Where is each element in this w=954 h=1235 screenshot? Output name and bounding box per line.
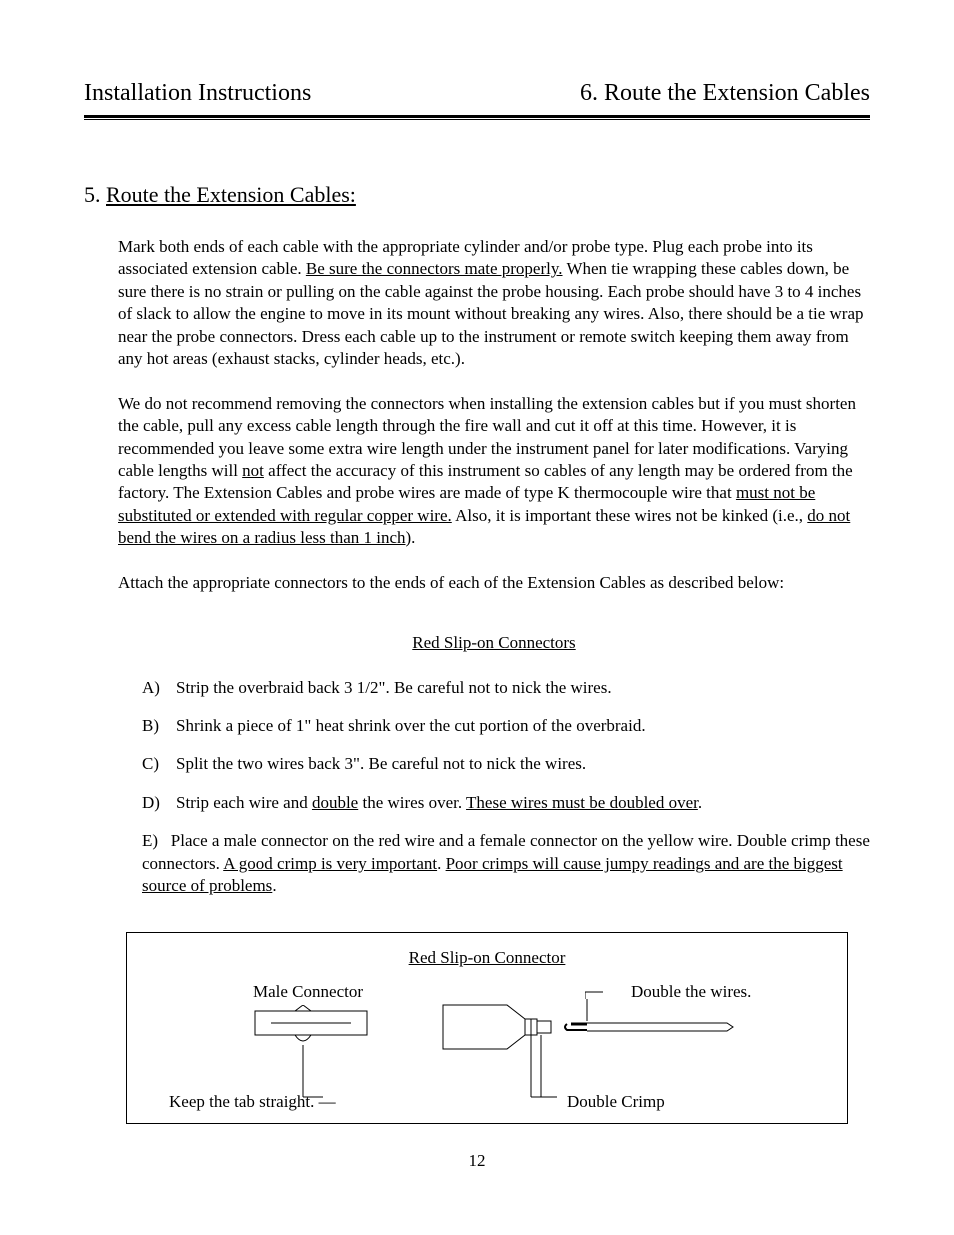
connector-figure: Red Slip-on Connector Male Connector Kee… <box>126 932 848 1124</box>
p2-t4: ). <box>406 528 416 547</box>
figure-title: Red Slip-on Connector <box>127 947 847 969</box>
male-connector-icon <box>247 1005 407 1105</box>
li-b-letter: B) <box>142 715 176 737</box>
list-item-b: B) Shrink a piece of 1" heat shrink over… <box>142 715 870 737</box>
p2-u1: not <box>242 461 264 480</box>
paragraph-3: Attach the appropriate connectors to the… <box>118 572 870 594</box>
list-item-a: A) Strip the overbraid back 3 1/2". Be c… <box>142 677 870 699</box>
li-d-t2: the wires over. <box>358 793 466 812</box>
section-number: 5. <box>84 182 101 207</box>
paragraph-1: Mark both ends of each cable with the ap… <box>118 236 870 371</box>
instruction-list: A) Strip the overbraid back 3 1/2". Be c… <box>142 677 870 898</box>
li-d-u1: double <box>312 793 358 812</box>
female-connector-icon <box>437 999 757 1109</box>
connector-subheading: Red Slip-on Connectors <box>118 632 870 654</box>
leader-line-icon <box>585 985 609 999</box>
header-right: 6. Route the Extension Cables <box>580 80 870 107</box>
list-item-d: D) Strip each wire and double the wires … <box>142 792 870 814</box>
li-c-text: Split the two wires back 3". Be careful … <box>176 753 870 775</box>
li-e-t3: . <box>272 876 276 895</box>
section-title-text: Route the Extension Cables: <box>106 182 356 207</box>
li-d-t3: . <box>698 793 702 812</box>
li-d-text: Strip each wire and double the wires ove… <box>176 792 870 814</box>
body-block: Mark both ends of each cable with the ap… <box>118 236 870 1124</box>
document-page: Installation Instructions 6. Route the E… <box>0 0 954 1235</box>
subhead-text: Red Slip-on Connectors <box>412 633 575 652</box>
paragraph-2: We do not recommend removing the connect… <box>118 393 870 550</box>
li-e-u1: A good crimp is very important <box>223 854 437 873</box>
label-male-connector: Male Connector <box>253 981 363 1003</box>
header-rule-thin <box>84 119 870 120</box>
li-a-letter: A) <box>142 677 176 699</box>
li-d-u2: These wires must be doubled over <box>466 793 698 812</box>
list-item-e: E) Place a male connector on the red wir… <box>142 830 870 897</box>
figure-title-text: Red Slip-on Connector <box>409 948 566 967</box>
li-a-text: Strip the overbraid back 3 1/2". Be care… <box>176 677 870 699</box>
li-e-letter: E) <box>142 831 158 850</box>
list-item-c: C) Split the two wires back 3". Be caref… <box>142 753 870 775</box>
header-rule-thick <box>84 115 870 118</box>
header-left: Installation Instructions <box>84 80 311 107</box>
p2-t3: Also, it is important these wires not be… <box>452 506 808 525</box>
li-b-text: Shrink a piece of 1" heat shrink over th… <box>176 715 870 737</box>
section-title: 5. Route the Extension Cables: <box>84 182 870 208</box>
page-number: 12 <box>0 1151 954 1171</box>
page-header: Installation Instructions 6. Route the E… <box>84 80 870 113</box>
p1-u1: Be sure the connectors mate properly. <box>306 259 563 278</box>
li-d-letter: D) <box>142 792 176 814</box>
li-d-t1: Strip each wire and <box>176 793 312 812</box>
li-e-t2: . <box>437 854 446 873</box>
li-c-letter: C) <box>142 753 176 775</box>
